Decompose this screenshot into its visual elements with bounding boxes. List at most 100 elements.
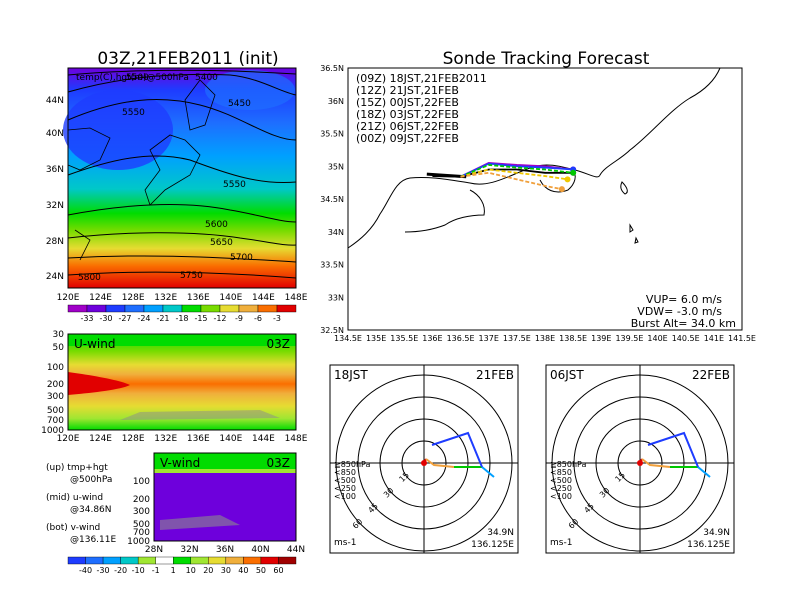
temp-colorbar-label: -3: [273, 314, 281, 323]
polar-units: ms-1: [550, 538, 572, 548]
temp-overlay-label: temp(C),hgt(m)@500hPa: [76, 73, 189, 83]
track-x-tick-label: 136E: [422, 334, 442, 343]
wind-colorbar-swatch: [260, 556, 279, 565]
wind-colorbar-swatch: [243, 556, 262, 565]
wind-colorbar-swatch: [190, 556, 209, 565]
track-legend-entry: (15Z) 00JST,22FEB: [356, 96, 459, 109]
temp-x-tick-label: 124E: [89, 293, 112, 303]
contour-label: 5550: [122, 108, 145, 118]
wind-colorbar-swatch: [208, 556, 227, 565]
track-x-tick-label: 134.5E: [334, 334, 362, 343]
track-x-tick-label: 135.5E: [390, 334, 418, 343]
wind-colorbar-label: 30: [221, 566, 231, 575]
temp-colorbar-label: -9: [235, 314, 243, 323]
contour-label: 5800: [78, 273, 101, 283]
polar-panel-left: 18JST 21FEB15304560≧850hPa<850<500<250<10…: [329, 364, 519, 554]
temp-colorbar-swatch: [238, 304, 259, 313]
vwind-band: [154, 469, 296, 473]
temp-x-tick-label: 128E: [122, 293, 145, 303]
polar-lon: 136.125E: [471, 540, 514, 550]
track-series-line: [460, 164, 574, 178]
coastline-taiwan: [74, 229, 91, 261]
wind-colorbar-label: 50: [256, 566, 266, 575]
vwind-x-ticks: 28N 32N 36N 40N 44N: [145, 545, 305, 555]
temp-map-frame: [67, 67, 297, 289]
wind-colorbar-swatch: [173, 556, 191, 565]
hodo-seg: [481, 466, 495, 478]
track-x-ticks: 134.5E 135E 135.5E 136E 136.5E 137E 137.5E 138E…: [334, 334, 756, 343]
temp-x-tick-label: 132E: [154, 293, 177, 303]
temp-x-tick-label: 144E: [252, 293, 275, 303]
temp-colorbar-label: -24: [137, 314, 150, 323]
wind-colorbar-swatch: [155, 556, 174, 565]
wind-colorbar-swatch: [102, 556, 121, 565]
wind-colorbar: [67, 556, 297, 565]
temp-colorbar-label: -12: [213, 314, 226, 323]
track-x-tick-label: 139E: [591, 334, 611, 343]
note-mid-2: @34.86N: [70, 505, 112, 515]
coastline-honshu: [347, 67, 721, 249]
uwind-label: U-wind: [74, 337, 115, 351]
temp-colorbar-swatch: [276, 304, 297, 313]
contour-label: 5500: [126, 73, 149, 83]
track-x-tick-label: 140.5E: [672, 334, 700, 343]
track-legend: (09Z) 18JST,21FEB2011(12Z) 21JST,21FEB(1…: [356, 72, 487, 145]
polar-level-label: <250: [334, 484, 356, 493]
hodo-origin: [421, 460, 427, 466]
temp-x-tick-label: 136E: [187, 293, 210, 303]
wind-colorbar-label: -40: [79, 566, 92, 575]
vwind-y-tick-label: 300: [133, 507, 150, 517]
note-up-2: @500hPa: [70, 475, 112, 485]
height-contours: [67, 69, 297, 279]
temp-x-ticks: 120E 124E 128E 132E 136E 140E 144E 148E: [57, 293, 308, 303]
vwind-y-tick-label: 1000: [127, 537, 150, 547]
track-map-panel: (09Z) 18JST,21FEB2011(12Z) 21JST,21FEB(1…: [320, 64, 756, 343]
temp-colorbar-label: -30: [99, 314, 112, 323]
track-x-tick-label: 138.5E: [559, 334, 587, 343]
temp-colorbar-swatch: [143, 304, 164, 313]
temp-map-panel: 5400 5450 5500 5550 5550 5600 5650 5700 …: [46, 67, 308, 323]
track-end-point: [558, 186, 565, 193]
uwind-x-tick-label: 128E: [122, 434, 145, 444]
vwind-y-tick-label: 200: [133, 495, 150, 505]
burst-text: Burst Alt= 34.0 km: [631, 317, 736, 330]
track-legend-entry: (21Z) 06JST,22FEB: [356, 120, 459, 133]
track-x-tick-label: 135E: [366, 334, 386, 343]
uwind-top-band: [68, 334, 296, 346]
temp-colorbar-swatch: [200, 304, 221, 313]
uwind-x-tick-label: 140E: [219, 434, 242, 444]
temp-colorbar-labels: -33 -30 -27 -24 -21 -18 -15 -12 -9 -6 -3: [80, 314, 281, 323]
uwind-y-tick-label: 100: [47, 363, 64, 373]
vwind-x-tick-label: 40N: [251, 545, 269, 555]
track-legend-entry: (12Z) 21JST,21FEB: [356, 84, 459, 97]
wind-colorbar-swatch: [85, 556, 104, 565]
temp-colorbar-label: -18: [175, 314, 188, 323]
temp-colorbar-swatch: [124, 304, 145, 313]
vwind-x-tick-label: 44N: [287, 545, 305, 555]
coastline-ise: [539, 169, 576, 193]
uwind-x-tick-label: 124E: [89, 434, 112, 444]
track-series-line: [460, 171, 563, 191]
polar-units: ms-1: [334, 538, 356, 548]
track-x-tick-label: 140E: [647, 334, 667, 343]
vup-text: VUP= 6.0 m/s: [646, 293, 722, 306]
coastline-shikoku: [404, 189, 485, 233]
polar-level-label: <100: [550, 492, 572, 501]
cold-core-east: [205, 70, 295, 110]
temp-colorbar-swatch: [105, 304, 126, 313]
temp-colorbar-swatch: [67, 304, 88, 313]
track-x-tick-label: 136.5E: [447, 334, 475, 343]
uwind-frame: [67, 333, 297, 431]
polar-panel-right: 06JST 22FEB15304560≧850hPa<850<500<250<10…: [545, 364, 735, 554]
note-up-1: (up) tmp+hgt: [46, 463, 108, 473]
polar-lat: 34.9N: [703, 528, 730, 538]
vwind-terrain: [160, 515, 240, 530]
vwind-frame: [153, 452, 297, 542]
temp-y-ticks: 44N 40N 36N 32N 28N 24N: [46, 96, 64, 282]
track-y-tick-label: 36.5N: [320, 64, 344, 73]
temp-colorbar-label: -6: [254, 314, 262, 323]
track-x-tick-label: 141E: [704, 334, 724, 343]
